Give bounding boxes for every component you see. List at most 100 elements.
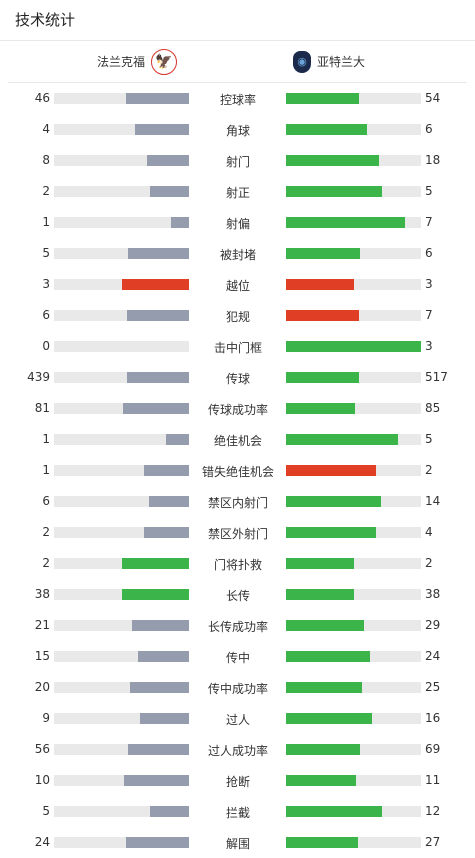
- away-stat-bar-fill: [286, 124, 367, 135]
- home-stat-bar: [54, 434, 189, 445]
- away-stat-value: 27: [425, 835, 441, 849]
- away-stat-value: 7: [425, 215, 433, 229]
- home-stat-bar: [54, 93, 189, 104]
- home-stat-value: 56: [34, 742, 50, 756]
- stat-row: 439 传球 517: [0, 362, 475, 393]
- home-stat-bar-fill: [148, 496, 189, 507]
- stat-row: 1 错失绝佳机会 2: [0, 455, 475, 486]
- home-stat-bar: [54, 465, 189, 476]
- away-stat-bar-fill: [286, 527, 377, 538]
- home-stat-bar: [54, 682, 189, 693]
- stat-row: 9 过人 16: [0, 703, 475, 734]
- home-stat-bar-fill: [126, 372, 189, 383]
- home-stat-bar: [54, 372, 189, 383]
- away-stat-value: 3: [425, 339, 433, 353]
- home-stat-bar: [54, 310, 189, 321]
- home-stat-value: 24: [34, 835, 50, 849]
- away-stat-value: 7: [425, 308, 433, 322]
- home-team[interactable]: 法兰克福 🦅: [97, 41, 177, 82]
- home-team-name: 法兰克福: [96, 55, 145, 69]
- away-stat-bar: [286, 310, 421, 321]
- away-stat-bar-fill: [286, 775, 357, 786]
- away-stat-value: 517: [425, 370, 448, 384]
- stat-row: 81 传球成功率 85: [0, 393, 475, 424]
- stat-label: 击中门框: [213, 341, 262, 355]
- home-stat-value: 5: [42, 246, 50, 260]
- home-stat-value: 15: [34, 649, 50, 663]
- away-stat-bar-fill: [286, 310, 359, 321]
- stat-row: 2 射正 5: [0, 176, 475, 207]
- stat-row: 8 射门 18: [0, 145, 475, 176]
- away-stat-bar: [286, 620, 421, 631]
- away-stat-value: 2: [425, 463, 433, 477]
- home-stat-value: 8: [42, 153, 50, 167]
- stat-row: 5 被封堵 6: [0, 238, 475, 269]
- away-stat-value: 16: [425, 711, 441, 725]
- away-stat-bar-fill: [286, 372, 359, 383]
- home-stat-bar: [54, 496, 189, 507]
- home-stat-bar-fill: [125, 837, 189, 848]
- away-stat-bar: [286, 124, 421, 135]
- stat-row: 56 过人成功率 69: [0, 734, 475, 765]
- home-stat-bar: [54, 620, 189, 631]
- home-stat-bar-fill: [135, 124, 189, 135]
- stat-row: 1 射偏 7: [0, 207, 475, 238]
- away-team[interactable]: ◉ 亚特兰大: [293, 41, 365, 82]
- stat-label: 禁区外射门: [207, 527, 268, 541]
- home-stat-bar-fill: [140, 713, 189, 724]
- away-stat-value: 25: [425, 680, 441, 694]
- home-stat-bar-fill: [121, 558, 189, 569]
- page-title: 技术统计: [0, 0, 475, 41]
- away-stat-bar: [286, 403, 421, 414]
- home-stat-bar-fill: [129, 682, 189, 693]
- away-stat-bar: [286, 93, 421, 104]
- home-stat-value: 10: [34, 773, 50, 787]
- away-stat-bar-fill: [286, 651, 370, 662]
- away-stat-value: 6: [425, 246, 433, 260]
- away-stat-bar: [286, 682, 421, 693]
- away-stat-bar: [286, 341, 421, 352]
- away-stat-value: 85: [425, 401, 441, 415]
- home-stat-bar-fill: [128, 744, 189, 755]
- stat-row: 46 控球率 54: [0, 83, 475, 114]
- away-stat-bar-fill: [286, 155, 380, 166]
- away-stat-value: 12: [425, 804, 441, 818]
- away-stat-bar: [286, 496, 421, 507]
- stat-row: 1 绝佳机会 5: [0, 424, 475, 455]
- stat-label: 越位: [225, 279, 250, 293]
- home-stat-bar-fill: [147, 155, 189, 166]
- away-stat-bar-fill: [286, 496, 381, 507]
- away-team-name: 亚特兰大: [317, 55, 366, 69]
- stat-label: 解围: [225, 837, 250, 851]
- stat-row: 2 禁区外射门 4: [0, 517, 475, 548]
- stat-row: 3 越位 3: [0, 269, 475, 300]
- eintracht-frankfurt-logo-icon: 🦅: [151, 48, 177, 75]
- away-stat-bar: [286, 186, 421, 197]
- away-stat-value: 11: [425, 773, 441, 787]
- home-stat-bar-fill: [128, 248, 189, 259]
- home-stat-value: 81: [34, 401, 50, 415]
- stat-row: 5 拦截 12: [0, 796, 475, 827]
- home-stat-bar: [54, 248, 189, 259]
- stat-row: 10 抢断 11: [0, 765, 475, 796]
- home-stat-value: 2: [42, 556, 50, 570]
- away-stat-bar: [286, 279, 421, 290]
- away-stat-bar-fill: [286, 806, 382, 817]
- away-stat-bar: [286, 651, 421, 662]
- away-stat-bar: [286, 465, 421, 476]
- home-stat-bar: [54, 527, 189, 538]
- home-stat-bar: [54, 589, 189, 600]
- away-stat-bar: [286, 775, 421, 786]
- home-stat-bar-fill: [149, 806, 189, 817]
- stat-label: 长传成功率: [207, 620, 268, 634]
- home-stat-bar: [54, 341, 189, 352]
- away-stat-bar-fill: [286, 186, 382, 197]
- home-stat-bar-fill: [132, 620, 189, 631]
- home-stat-value: 1: [42, 215, 50, 229]
- away-stat-value: 5: [425, 432, 433, 446]
- stat-row: 2 门将扑救 2: [0, 548, 475, 579]
- stat-row: 38 长传 38: [0, 579, 475, 610]
- home-stat-bar: [54, 713, 189, 724]
- away-stat-value: 38: [425, 587, 441, 601]
- away-stat-bar-fill: [286, 279, 354, 290]
